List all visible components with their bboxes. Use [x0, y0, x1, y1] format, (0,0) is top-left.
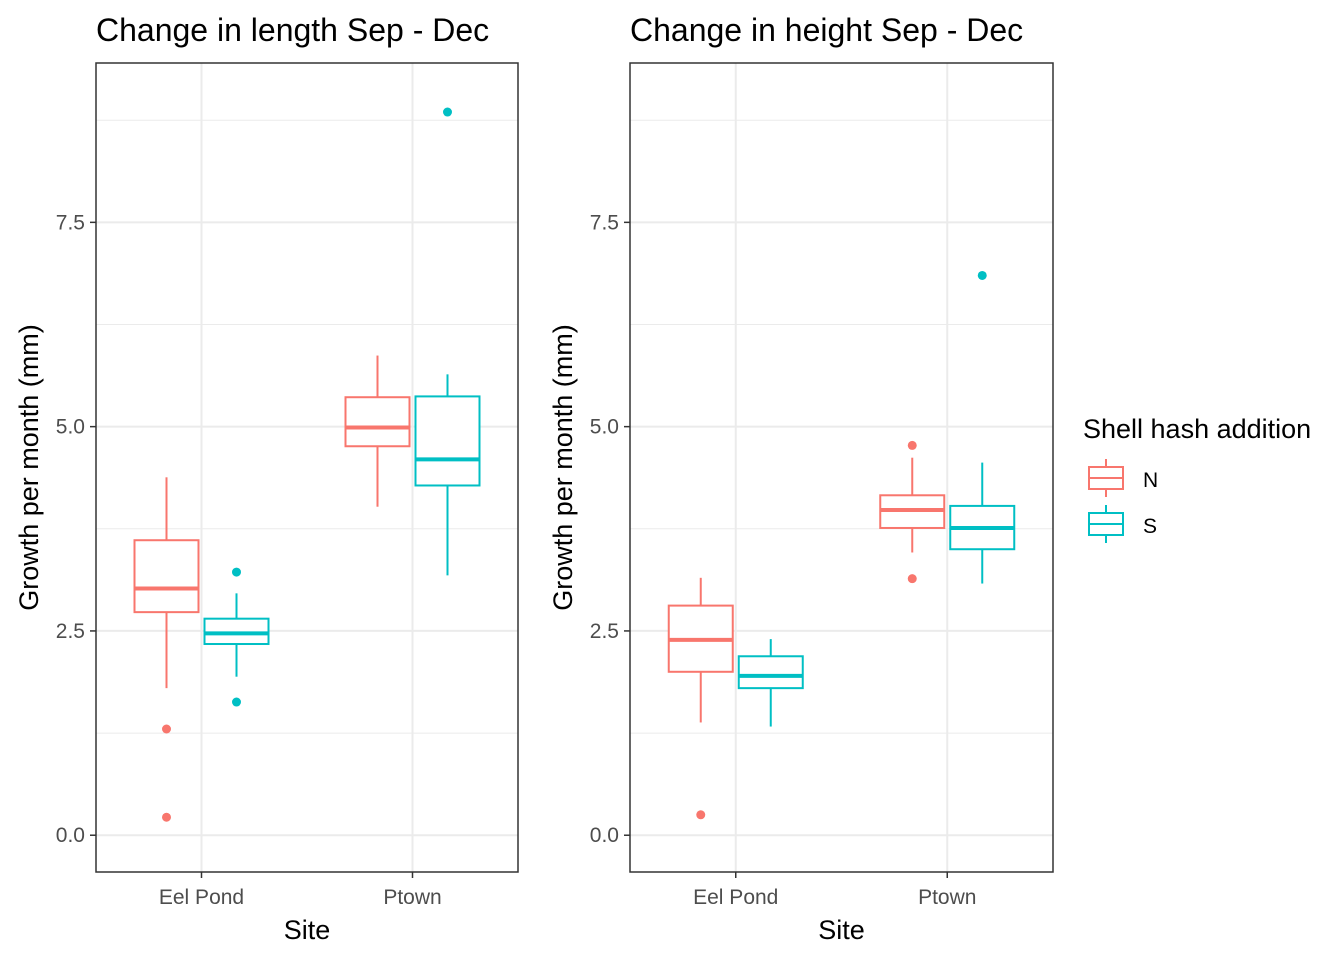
- box-ptown-n: [879, 440, 946, 584]
- legend: Shell hash addition N S: [1083, 414, 1311, 543]
- outlier-point: [162, 724, 171, 734]
- y-tick-label: 2.5: [590, 620, 619, 643]
- box-ptown-s: [414, 107, 481, 576]
- x-tick-label: Ptown: [383, 886, 441, 909]
- box-ptown-n: [344, 355, 411, 507]
- iqr-box: [133, 539, 200, 614]
- legend-label-n: N: [1143, 469, 1158, 492]
- outlier-point: [232, 567, 241, 577]
- y-tick-label: 7.5: [56, 211, 85, 234]
- outlier-point: [232, 697, 241, 707]
- outlier-point: [907, 440, 917, 450]
- panel-border: [95, 62, 519, 873]
- box-eel-pond-s: [203, 567, 270, 707]
- y-tick-label: 0.0: [56, 824, 85, 847]
- x-axis-title: Site: [284, 915, 331, 945]
- box-ptown-s: [949, 270, 1016, 584]
- y-tick-label: 0.0: [590, 824, 619, 847]
- x-tick-label: Eel Pond: [159, 886, 244, 909]
- y-axis-title: Growth per month (mm): [548, 324, 578, 611]
- x-axis-title: Site: [818, 915, 865, 945]
- iqr-box: [203, 617, 270, 646]
- outlier-point: [696, 810, 706, 820]
- panel-border: [629, 62, 1054, 873]
- panel-title: Change in length Sep - Dec: [96, 12, 489, 48]
- outlier-point: [977, 270, 987, 280]
- outlier-point: [443, 107, 452, 117]
- legend-title: Shell hash addition: [1083, 414, 1311, 444]
- box-eel-pond-s: [737, 639, 804, 727]
- legend-label-s: S: [1143, 515, 1157, 538]
- outlier-point: [162, 812, 171, 822]
- iqr-box: [414, 395, 481, 487]
- box-eel-pond-n: [133, 477, 200, 822]
- iqr-box: [737, 655, 804, 690]
- iqr-box: [344, 396, 411, 448]
- y-tick-label: 2.5: [56, 620, 85, 643]
- y-axis-title: Growth per month (mm): [14, 324, 44, 611]
- legend-key-n: [1088, 459, 1124, 497]
- y-tick-label: 5.0: [56, 416, 85, 439]
- y-tick-label: 7.5: [590, 211, 619, 234]
- length-panel: 0.0 2.5 5.0 7.5 Eel Pond Ptown Change in lengt…: [14, 12, 519, 945]
- box-eel-pond-n: [667, 577, 734, 820]
- y-tick-label: 5.0: [590, 416, 619, 439]
- height-panel: 0.0 2.5 5.0 7.5 Eel Pond Ptown Change in heigh…: [548, 12, 1054, 945]
- outlier-point: [907, 574, 917, 584]
- panel-title: Change in height Sep - Dec: [630, 12, 1023, 48]
- legend-key-s: [1088, 505, 1124, 543]
- x-tick-label: Eel Pond: [693, 886, 778, 909]
- x-tick-label: Ptown: [918, 886, 976, 909]
